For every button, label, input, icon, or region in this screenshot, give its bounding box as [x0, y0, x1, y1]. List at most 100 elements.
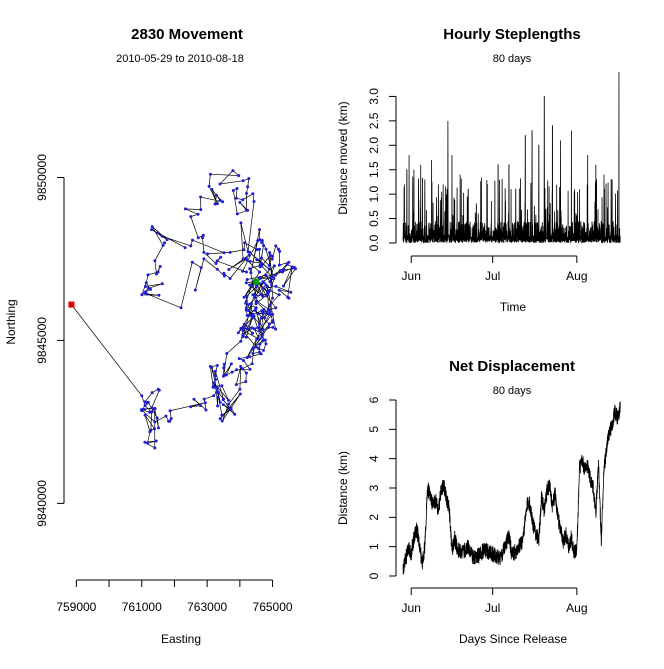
- movement-fix-point: [202, 250, 206, 254]
- movement-fix-point: [157, 388, 161, 392]
- movement-fix-point: [277, 288, 281, 292]
- movement-fix-point: [271, 296, 275, 300]
- movement-fix-point: [220, 413, 224, 417]
- movement-fix-point: [139, 408, 143, 412]
- movement-fix-point: [255, 258, 259, 262]
- movement-fix-point: [143, 413, 147, 417]
- movement-fix-point: [260, 239, 264, 242]
- movement-fix-point: [242, 359, 245, 362]
- movement-fix-point: [261, 328, 265, 332]
- movement-fix-point: [234, 196, 238, 200]
- movement-fix-point: [256, 346, 260, 350]
- movement-fix-point: [230, 370, 234, 374]
- steplength-subtitle: 80 days: [493, 53, 532, 65]
- movement-fix-point: [260, 333, 264, 337]
- movement-fix-point: [211, 385, 215, 389]
- movement-fix-point: [168, 409, 172, 413]
- movement-fix-point: [241, 329, 245, 333]
- movement-fix-point: [259, 292, 263, 296]
- movement-fix-point: [225, 352, 229, 355]
- movement-fix-point: [238, 392, 242, 396]
- movement-fix-point: [191, 238, 194, 242]
- steplength-y-tick-label: 2.0: [367, 137, 381, 154]
- movement-fix-point: [289, 290, 293, 294]
- movement-fix-point: [235, 187, 239, 190]
- movement-fix-point: [215, 202, 219, 206]
- movement-fix-point: [140, 293, 144, 297]
- movement-fix-point: [222, 251, 226, 255]
- movement-fix-point: [221, 398, 225, 402]
- movement-fix-point: [235, 212, 239, 216]
- movement-fix-point: [201, 236, 204, 240]
- movement-fix-point: [215, 259, 219, 263]
- movement-fix-point: [202, 257, 206, 261]
- steplength-x-axis-label: Time: [500, 300, 527, 314]
- movement-fix-point: [165, 238, 169, 242]
- movement-fix-point: [231, 169, 235, 173]
- movement-fix-point: [257, 337, 261, 341]
- movement-fix-point: [246, 303, 250, 307]
- movement-fix-point: [160, 282, 164, 286]
- movement-fix-point: [259, 276, 262, 280]
- steplength-series: [402, 71, 621, 245]
- movement-fix-point: [248, 367, 252, 371]
- movement-fix-point: [163, 241, 167, 245]
- movement-fix-point: [227, 402, 231, 406]
- movement-fix-point: [222, 271, 226, 275]
- displacement-x-axis: Jun Jul Aug: [402, 587, 588, 615]
- movement-fix-point: [156, 270, 160, 274]
- movement-fix-point: [153, 259, 157, 263]
- movement-fix-point: [248, 283, 252, 287]
- movement-fix-point: [247, 177, 251, 180]
- movement-fix-point: [241, 198, 245, 202]
- movement-fix-point: [238, 387, 242, 391]
- movement-fix-point: [199, 208, 203, 212]
- movement-fix-point: [221, 200, 225, 204]
- movement-fix-point: [149, 287, 152, 291]
- movement-y-tick-label: 9850000: [35, 154, 49, 201]
- steplength-y-tick-label: 3.0: [367, 88, 381, 105]
- movement-fix-point: [250, 362, 254, 366]
- movement-fix-point: [192, 397, 196, 401]
- movement-fix-point: [267, 325, 271, 329]
- movement-fix-point: [244, 308, 248, 312]
- movement-fix-point: [255, 299, 259, 303]
- movement-fix-point: [241, 269, 245, 273]
- movement-fix-point: [294, 267, 297, 271]
- movement-subtitle: 2010-05-29 to 2010-08-18: [116, 53, 244, 65]
- movement-fix-point: [258, 342, 262, 346]
- movement-fix-point: [260, 264, 264, 268]
- movement-fix-point: [274, 273, 278, 277]
- movement-fix-point: [210, 366, 214, 370]
- movement-fix-point: [259, 316, 263, 320]
- movement-fix-point: [244, 281, 248, 285]
- movement-fix-point: [236, 331, 240, 335]
- movement-fix-point: [244, 306, 248, 310]
- displacement-x-tick-label: Aug: [566, 601, 587, 615]
- movement-fix-point: [241, 179, 245, 183]
- movement-fix-point: [183, 246, 187, 250]
- displacement-y-tick-label: 5: [367, 426, 381, 433]
- movement-fix-point: [272, 264, 276, 268]
- movement-fix-point: [153, 427, 156, 431]
- movement-fix-point: [254, 285, 258, 289]
- movement-fix-point: [252, 293, 256, 297]
- movement-fix-point: [213, 369, 217, 373]
- movement-fix-point: [244, 301, 248, 305]
- movement-fix-point: [157, 293, 161, 297]
- movement-fix-point: [221, 403, 225, 407]
- movement-fix-point: [242, 248, 246, 252]
- movement-markers: [68, 278, 260, 308]
- movement-fix-point: [271, 254, 274, 258]
- displacement-x-axis-label: Days Since Release: [459, 632, 567, 646]
- movement-fix-point: [251, 192, 255, 196]
- movement-fix-point: [248, 267, 252, 271]
- movement-fix-point: [158, 265, 162, 268]
- movement-fix-point: [265, 290, 269, 294]
- displacement-title: Net Displacement: [449, 358, 575, 375]
- movement-fix-point: [201, 233, 205, 237]
- movement-fix-point: [156, 231, 160, 235]
- movement-fix-point: [270, 313, 274, 317]
- movement-fix-point: [239, 221, 243, 225]
